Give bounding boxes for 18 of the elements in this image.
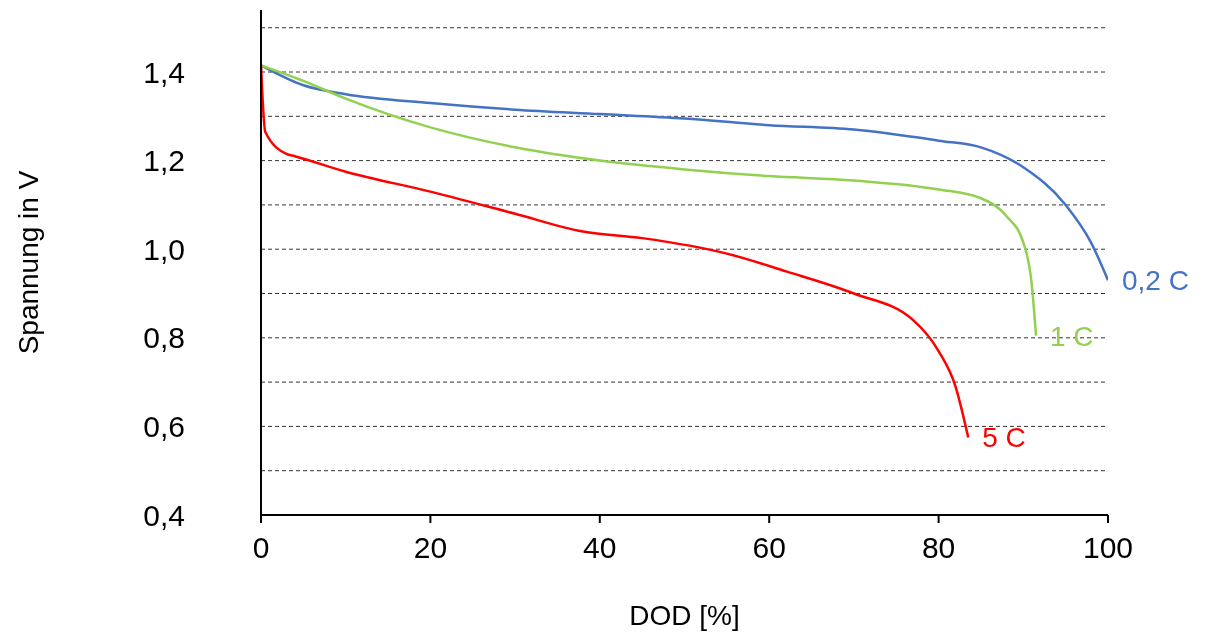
y-tick-label: 0,8: [143, 321, 185, 355]
x-tick-label: 100: [1082, 531, 1134, 565]
y-tick-label: 0,6: [143, 410, 185, 444]
x-tick-label: 0: [252, 531, 270, 565]
line-series: [261, 64, 1108, 282]
y-tick-label: 1,4: [143, 55, 185, 89]
series-label: 0,2 C: [1122, 265, 1189, 297]
x-axis-title: DOD [%]: [629, 600, 740, 631]
y-tick-label: 0,4: [143, 498, 185, 532]
x-tick-label: 60: [752, 531, 786, 565]
x-tick-label: 20: [413, 531, 448, 565]
y-axis-title: Spannung in V: [12, 170, 44, 355]
y-tick-label: 1,0: [143, 232, 185, 266]
series-label: 5 C: [982, 422, 1026, 454]
x-tick-label: 40: [583, 531, 617, 565]
x-tick-label: 80: [921, 531, 956, 565]
y-tick-label: 1,2: [143, 144, 185, 178]
line-series: [261, 64, 1038, 337]
